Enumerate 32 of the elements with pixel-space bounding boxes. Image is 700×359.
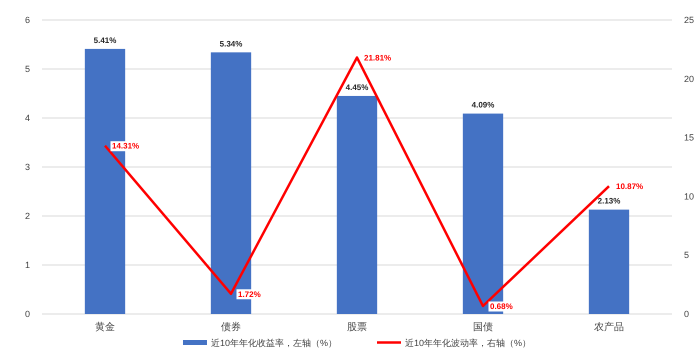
legend-label: 近10年年化波动率，右轴（%） (405, 338, 532, 348)
y-tick-label: 5 (24, 64, 30, 74)
data-label: 14.31% (112, 142, 140, 151)
data-label: 5.34% (220, 39, 242, 48)
y-tick-label: 3 (24, 162, 30, 172)
y2-tick-label: 25 (684, 15, 694, 25)
y-tick-label: 2 (24, 211, 30, 221)
y-tick-label: 1 (24, 260, 30, 270)
y2-tick-label: 0 (684, 309, 690, 319)
y-tick-label: 4 (24, 113, 30, 123)
data-label: 4.45% (346, 82, 368, 92)
legend-label: 近10年年化收益率，左轴（%） (210, 338, 337, 348)
x-tick-label: 股票 (347, 322, 367, 333)
x-tick-label: 债券 (221, 321, 241, 333)
y-tick-label: 6 (24, 15, 30, 25)
y2-tick-label: 20 (684, 74, 694, 84)
data-label: 10.87% (616, 182, 644, 192)
data-label: 4.09% (472, 100, 494, 110)
data-label: 1.72% (238, 290, 261, 299)
data-label: 0.68% (490, 302, 513, 312)
y-tick-label: 0 (24, 309, 30, 319)
y2-tick-label: 10 (684, 191, 694, 202)
bar (336, 96, 378, 314)
y2-tick-label: 5 (684, 250, 690, 260)
data-label: 5.41% (94, 36, 116, 45)
bar (588, 210, 630, 314)
y2-tick-label: 15 (684, 132, 694, 143)
x-tick-label: 黄金 (95, 321, 115, 333)
x-tick-label: 农产品 (594, 321, 624, 333)
data-label: 21.81% (364, 54, 392, 63)
data-label: 2.13% (598, 196, 620, 206)
x-tick-label: 国债 (473, 322, 493, 333)
